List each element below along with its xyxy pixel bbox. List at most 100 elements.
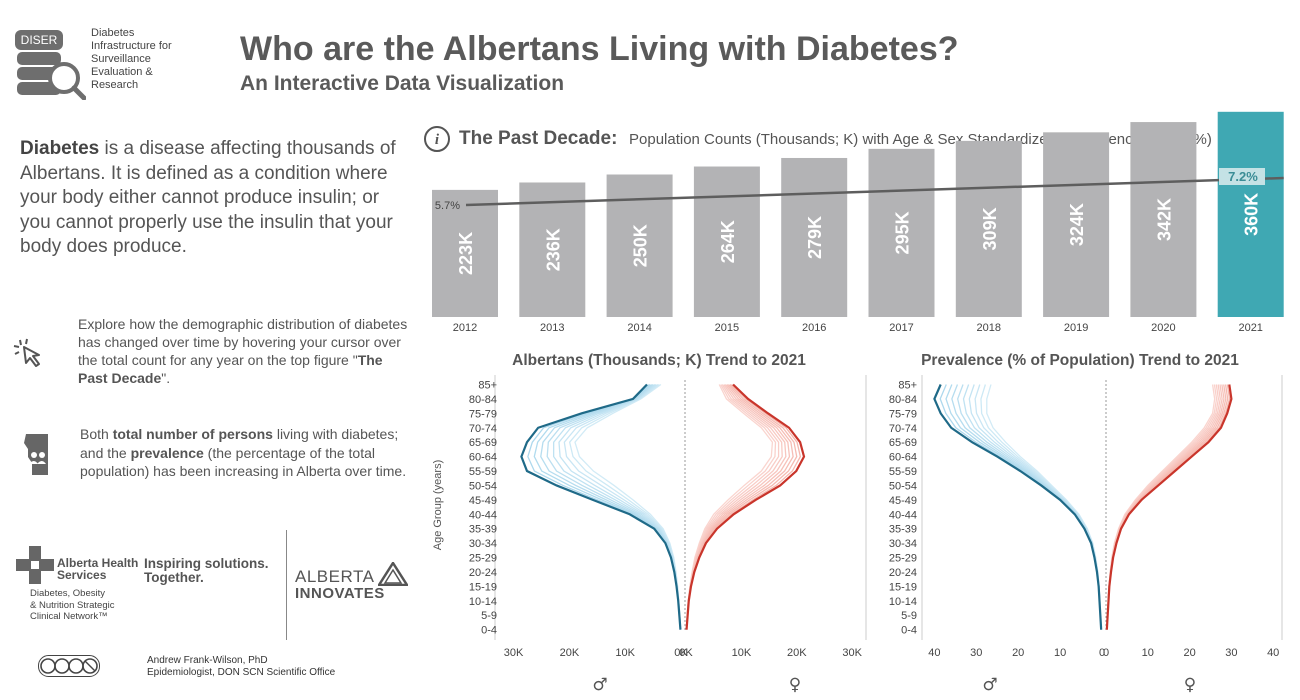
bar-2019[interactable] <box>1043 132 1110 317</box>
bar-2015[interactable] <box>693 166 760 317</box>
svg-text:i: i <box>435 132 440 148</box>
x-tick-label: 2017 <box>889 322 913 334</box>
ai-name-line2: INNOVATES <box>295 585 385 602</box>
prevalence-end-label-bg <box>1219 168 1265 185</box>
bar-2012[interactable] <box>432 189 498 317</box>
age-tick-label: 55-59 <box>469 466 497 478</box>
age-tick-label: 85+ <box>478 380 497 392</box>
bar-value-label: 324K <box>1067 203 1087 246</box>
female-x-tick: 10K <box>732 647 752 659</box>
age-tick-label: 80-84 <box>469 394 497 406</box>
female-x-tick: 40 <box>1267 647 1279 659</box>
age-tick-label: 75-79 <box>889 408 917 420</box>
info-icon[interactable]: i <box>423 125 451 158</box>
male-x-tick: 0 <box>1099 647 1105 659</box>
age-tick-label: 30-34 <box>469 538 497 550</box>
female-symbol: ♀ <box>1184 675 1196 695</box>
both-bold2: prevalence <box>130 444 204 461</box>
bar-2013[interactable] <box>519 182 586 317</box>
age-tick-label: 60-64 <box>889 452 917 464</box>
both-paragraph: Both total number of persons living with… <box>80 425 410 481</box>
ai-name-line1: ALBERTA <box>295 567 375 586</box>
age-tick-label: 20-24 <box>469 567 497 579</box>
male-trend-line <box>939 384 1102 630</box>
ahs-logo-icon <box>16 546 54 589</box>
bar-2021[interactable] <box>1217 111 1284 317</box>
bar-value-label: 360K <box>1242 193 1262 236</box>
x-tick-label: 2016 <box>802 322 826 334</box>
both-post: (the percentage of the total population)… <box>80 444 407 480</box>
both-bold1: total number of persons <box>112 426 273 442</box>
age-tick-label: 0-4 <box>901 625 917 637</box>
age-tick-label: 25-29 <box>889 553 917 565</box>
x-tick-label: 2014 <box>627 322 651 334</box>
age-tick-label: 35-39 <box>889 524 917 536</box>
bar-value-label: 309K <box>980 207 1000 250</box>
x-tick-label: 2021 <box>1238 322 1262 334</box>
intro-bold: Diabetes <box>20 138 100 159</box>
female-x-tick: 0 <box>1103 647 1109 659</box>
male-x-tick: 40 <box>928 647 940 659</box>
x-tick-label: 2019 <box>1064 322 1088 334</box>
creative-commons-icon <box>38 655 100 682</box>
ahs-tagline: Inspiring solutions. Together. <box>144 556 269 585</box>
age-tick-label: 60-64 <box>469 452 497 464</box>
explore-bold: The Past Decade <box>78 352 383 386</box>
explore-paragraph: Explore how the demographic distribution… <box>78 315 408 387</box>
author-role: Epidemiologist, DON SCN Scientific Offic… <box>147 667 336 678</box>
alberta-innovates-logo-icon <box>376 560 410 591</box>
age-tick-label: 75-79 <box>469 408 497 420</box>
bar-2017[interactable] <box>868 148 935 317</box>
age-tick-label: 15-19 <box>469 581 497 593</box>
male-trend-line <box>986 384 1102 630</box>
x-tick-label: 2018 <box>977 322 1001 334</box>
female-trend-line <box>1105 384 1233 630</box>
age-tick-label: 40-44 <box>889 509 917 521</box>
age-tick-label: 55-59 <box>889 466 917 478</box>
author-credit: Andrew Frank-Wilson, PhD Epidemiologist,… <box>147 655 335 679</box>
age-tick-label: 50-54 <box>469 480 497 492</box>
female-x-tick: 0K <box>679 647 693 659</box>
age-tick-label: 50-54 <box>889 480 917 492</box>
prevalence-line <box>465 176 1284 207</box>
pyramid-title-1: Albertans (Thousands; K) Trend to 2021 <box>512 352 806 369</box>
female-trend-line <box>1106 384 1220 630</box>
decade-chart-title: The Past Decade: <box>459 128 618 149</box>
female-trend-line <box>685 383 806 630</box>
female-x-tick: 10 <box>1142 647 1154 659</box>
male-x-tick: 0K <box>674 647 688 659</box>
age-tick-label: 5-9 <box>481 610 497 622</box>
female-x-tick: 20 <box>1183 647 1195 659</box>
female-x-tick: 30 <box>1225 647 1237 659</box>
female-x-tick: 20K <box>787 647 807 659</box>
male-trend-line <box>527 384 682 630</box>
bar-2020[interactable] <box>1130 122 1197 317</box>
female-trend-line <box>1106 384 1223 630</box>
ahs-name: Alberta Health Services <box>57 556 139 582</box>
bar-value-label: 236K <box>543 228 563 271</box>
age-tick-label: 40-44 <box>469 509 497 521</box>
explore-post: ". <box>161 370 171 386</box>
age-tick-label: 15-19 <box>889 581 917 593</box>
alberta-map-icon <box>22 433 56 482</box>
page-title: Who are the Albertans Living with Diabet… <box>240 30 959 68</box>
age-tick-label: 25-29 <box>469 553 497 565</box>
bar-value-label: 264K <box>718 220 738 263</box>
female-trend-line <box>1106 384 1218 630</box>
male-symbol: ♂ <box>982 675 997 695</box>
bar-value-label: 342K <box>1154 198 1174 241</box>
age-tick-label: 45-49 <box>469 495 497 507</box>
bar-2018[interactable] <box>955 140 1022 317</box>
male-trend-line <box>968 384 1102 630</box>
male-trend-line <box>951 384 1102 630</box>
age-tick-label: 85+ <box>898 380 917 392</box>
female-x-tick: 30K <box>842 647 862 659</box>
age-tick-label: 70-74 <box>469 423 497 435</box>
age-tick-label: 65-69 <box>889 437 917 449</box>
prevalence-end-label: 7.2% <box>1228 169 1258 184</box>
bar-value-label: 250K <box>631 224 651 267</box>
cursor-click-icon <box>12 336 48 377</box>
bar-2016[interactable] <box>781 157 848 317</box>
diser-logo: DISER <box>14 28 87 101</box>
male-x-tick: 30 <box>970 647 982 659</box>
